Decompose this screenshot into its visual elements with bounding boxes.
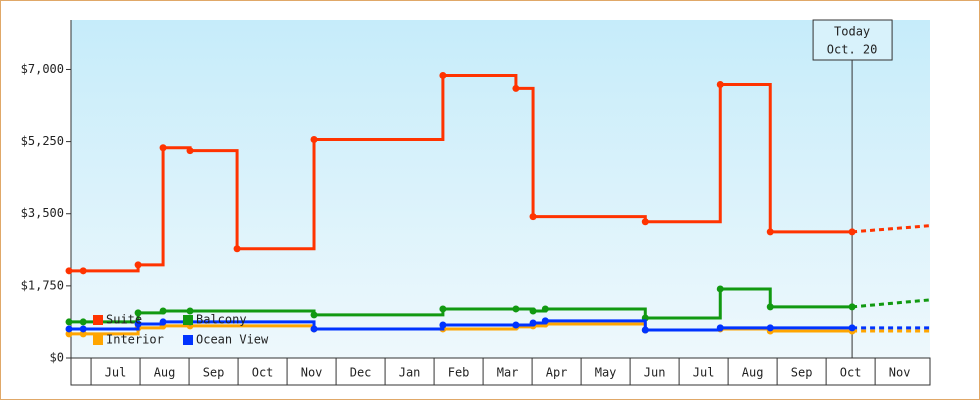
point [79,318,87,326]
point [641,218,649,226]
point [439,321,447,329]
x-tick-label: Jul [693,366,715,380]
point [65,267,73,275]
x-tick-label: Feb [448,366,470,380]
point [848,228,856,236]
point [79,325,87,333]
point [310,136,318,144]
series-line [69,319,853,332]
y-tick-label: $7,000 [21,62,64,76]
projection-line [851,224,931,234]
x-tick-label: Dec [350,366,372,380]
point [159,144,167,152]
today-label: Oct. 20 [827,43,878,57]
x-tick-label: Aug [154,366,176,380]
point [541,305,549,313]
y-tick-label: $1,750 [21,278,64,292]
point [529,307,537,315]
point [541,317,549,325]
point [848,324,856,332]
point [766,324,774,332]
x-tick-label: May [595,366,617,380]
point [512,321,520,329]
legend-label: Interior [106,333,164,347]
y-tick-label: $0 [50,351,64,365]
point [439,305,447,313]
legend-swatch [93,335,103,345]
x-tick-label: Aug [742,366,764,380]
point [766,303,774,311]
point [79,267,87,275]
x-tick-label: Jun [644,366,666,380]
y-tick-label: $5,250 [21,134,64,148]
point [512,305,520,313]
point [512,84,520,92]
legend-label: Ocean View [196,333,269,347]
point [310,325,318,333]
point [766,228,774,236]
y-tick-label: $3,500 [21,206,64,220]
legend-label: Suite [106,313,142,327]
point [65,325,73,333]
x-tick-label: Jan [399,366,421,380]
point [716,81,724,89]
point [716,324,724,332]
point [439,71,447,79]
point [159,318,167,326]
x-axis-band [70,357,931,386]
x-tick-label: Nov [889,366,911,380]
point [65,318,73,326]
point [641,326,649,334]
point [233,245,241,253]
point [186,147,194,155]
today-box [812,19,893,61]
legend-label: Balcony [196,313,247,327]
x-tick-label: Apr [546,366,568,380]
x-tick-label: Nov [301,366,323,380]
x-tick-label: Sep [791,366,813,380]
point [716,285,724,293]
projection-line [851,298,931,309]
legend-swatch [93,315,103,325]
point [186,307,194,315]
point [134,261,142,269]
x-tick-label: Jul [105,366,127,380]
legend-swatch [183,315,193,325]
point [848,303,856,311]
point [159,307,167,315]
today-label: Today [834,25,870,39]
x-tick-label: Oct [252,366,274,380]
point [134,309,142,317]
point [529,213,537,221]
point [134,320,142,328]
point [79,330,87,338]
x-tick-label: Sep [203,366,225,380]
point [310,311,318,319]
x-tick-label: Oct [840,366,862,380]
series-line [69,73,853,273]
point [65,330,73,338]
point [529,319,537,327]
x-tick-label: Mar [497,366,519,380]
legend-swatch [183,335,193,345]
